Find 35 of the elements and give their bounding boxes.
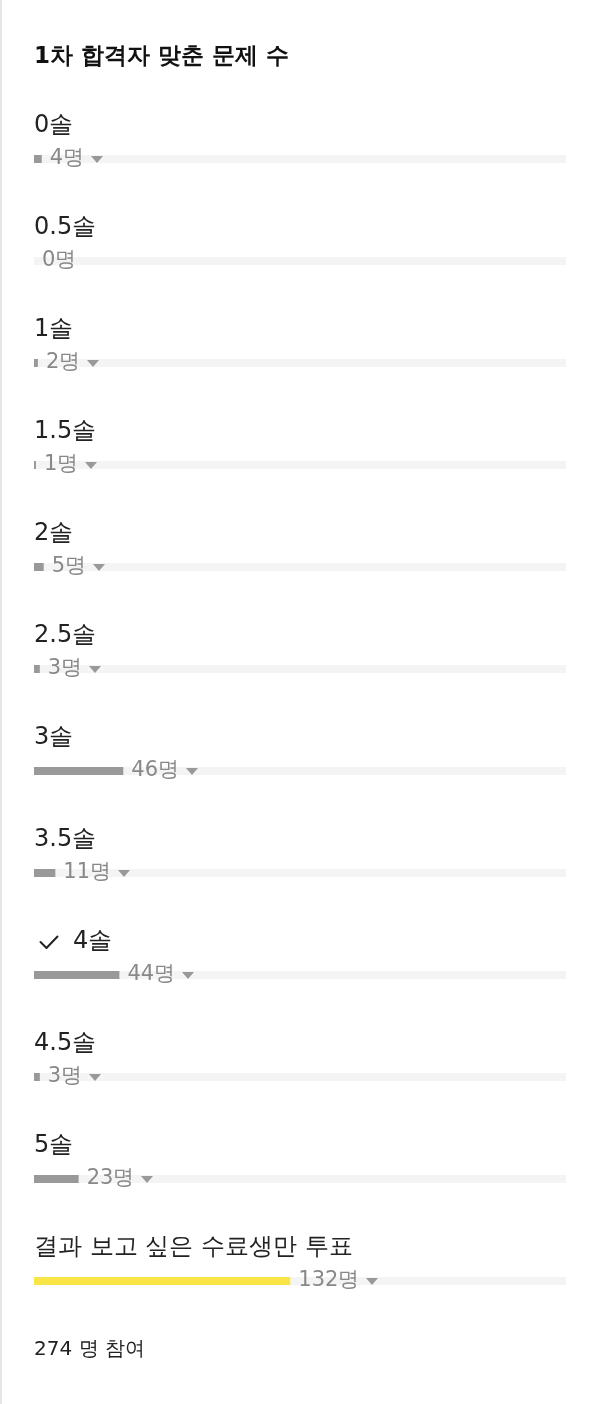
- data-label: 5명: [51, 553, 87, 578]
- y-tick-label: 2솔: [34, 518, 74, 547]
- bar: [34, 665, 40, 673]
- y-tick-label: 3솔: [34, 722, 74, 751]
- data-label: 3명: [47, 655, 83, 680]
- data-label: 132명: [298, 1267, 360, 1292]
- data-label: 2명: [45, 349, 81, 374]
- bar: [34, 1175, 79, 1183]
- bar: [34, 767, 124, 775]
- data-label: 46명: [131, 757, 180, 782]
- data-label: 4명: [49, 145, 85, 170]
- data-label: 1명: [43, 451, 79, 476]
- y-tick-label: 4.5솔: [34, 1028, 97, 1057]
- data-label: 23명: [86, 1165, 135, 1190]
- chart-title: 1차 합격자 맞춘 문제 수: [34, 41, 290, 70]
- y-tick-label: 0.5솔: [34, 212, 97, 241]
- data-label: 11명: [63, 859, 112, 884]
- annotation: 274 명 참여: [34, 1335, 145, 1361]
- y-tick-label: 결과 보고 싶은 수료생만 투표: [34, 1232, 353, 1261]
- y-tick-label: 5솔: [34, 1130, 74, 1159]
- data-label: 0명: [42, 247, 77, 272]
- y-tick-label: 1.5솔: [34, 416, 97, 445]
- data-label: 3명: [47, 1063, 83, 1088]
- bar: [34, 1073, 40, 1081]
- data-label: 44명: [127, 961, 176, 986]
- y-tick-label: 3.5솔: [34, 824, 97, 853]
- y-tick-label: 1솔: [34, 314, 74, 343]
- y-tick-label: 0솔: [34, 110, 74, 139]
- bar: [34, 563, 44, 571]
- y-tick-label: 2.5솔: [34, 620, 97, 649]
- bar: [34, 971, 120, 979]
- y-tick-label: 4솔: [73, 926, 113, 955]
- bar: [34, 869, 56, 877]
- bar: [34, 359, 38, 367]
- bar: [34, 155, 42, 163]
